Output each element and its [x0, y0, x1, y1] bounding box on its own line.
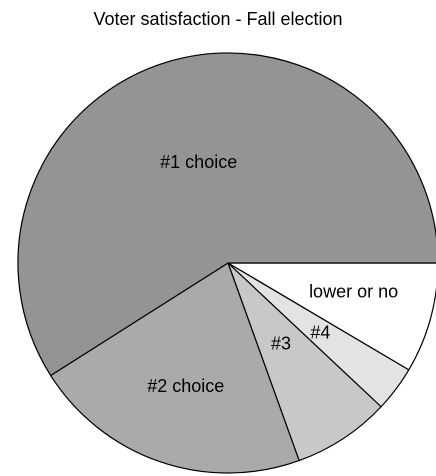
slice-label-3: #3 [271, 334, 291, 354]
pie-slices [17, 52, 436, 474]
pie-slice-3 [227, 262, 382, 462]
pie-slice-4 [50, 262, 300, 474]
slice-label-1: lower or no [309, 281, 398, 301]
pie-slice-5 [17, 52, 436, 377]
slice-label-2: #4 [310, 322, 330, 342]
slice-label-4: #2 choice [147, 376, 224, 396]
chart-title: Voter satisfaction - Fall election [93, 9, 343, 29]
pie-slice-1 [227, 262, 436, 371]
pie-labels: lower or no #4 #3 #2 choice #1 choice [147, 152, 398, 396]
slice-label-5: #1 choice [160, 152, 237, 172]
